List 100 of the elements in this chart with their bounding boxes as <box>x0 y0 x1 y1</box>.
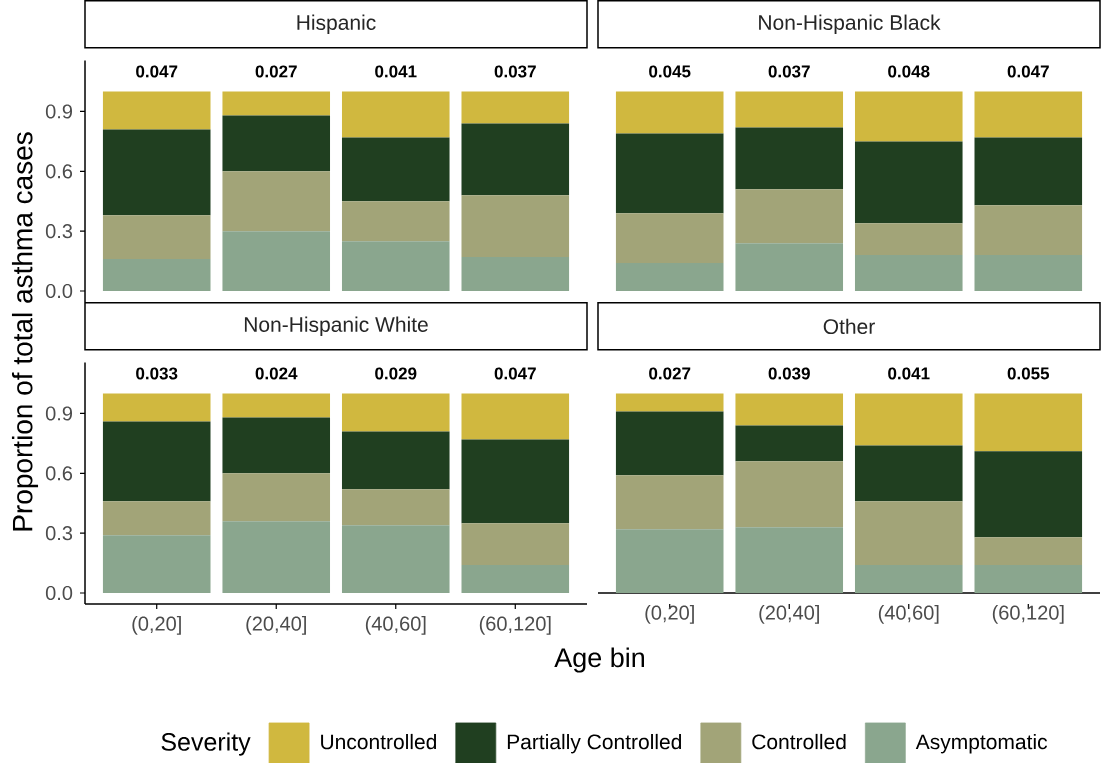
y-tick-label: 0.3 <box>45 526 73 541</box>
bar <box>461 565 570 594</box>
annotation: 0.041 <box>375 65 417 78</box>
bar <box>461 393 570 440</box>
bar <box>222 417 331 474</box>
y-tick-label: 0.9 <box>45 406 73 421</box>
bar <box>102 259 211 292</box>
bar <box>974 451 1083 538</box>
bar <box>854 445 963 502</box>
bar <box>102 393 211 422</box>
bar <box>461 195 570 258</box>
bar <box>461 257 570 292</box>
y-tick-label: 0.9 <box>45 104 73 119</box>
legend-label: Uncontrolled <box>321 733 436 750</box>
x-tick-label: (0,20] <box>645 605 694 624</box>
bar <box>735 461 844 528</box>
bar <box>854 393 963 446</box>
annotation: 0.029 <box>375 367 417 380</box>
y-tick-label: 0.3 <box>45 224 73 239</box>
x-tick-label: (0,20] <box>132 616 181 635</box>
legend-label: Partially Controlled <box>507 733 682 754</box>
x-tick-label: (40,60] <box>878 605 939 624</box>
bar <box>615 263 724 292</box>
bar <box>341 525 450 594</box>
annotation: 0.024 <box>255 367 298 380</box>
bar <box>974 565 1083 594</box>
bar <box>854 501 963 566</box>
bar <box>854 565 963 594</box>
bar <box>461 91 570 124</box>
text: 0.045 <box>649 65 691 78</box>
chart-title: Hispanic <box>297 14 376 35</box>
text: 0.041 <box>888 367 930 380</box>
bar <box>102 129 211 216</box>
bar <box>735 393 844 426</box>
text: 0.039 <box>768 367 810 380</box>
chart-title: Other <box>823 318 875 335</box>
bar <box>854 223 963 256</box>
bar <box>102 91 211 130</box>
x-tick-label: (40,60] <box>365 616 426 635</box>
text: 0.055 <box>1007 367 1050 380</box>
annotation: 0.037 <box>494 65 536 78</box>
bar <box>102 421 211 502</box>
bar <box>735 127 844 190</box>
bar <box>222 171 331 232</box>
bar <box>974 255 1083 292</box>
bar <box>222 393 331 418</box>
bar <box>615 213 724 264</box>
bar <box>854 141 963 224</box>
bar <box>222 521 331 594</box>
bar <box>974 537 1083 566</box>
legend-label: Asymptomatic <box>915 733 1048 754</box>
bar <box>615 91 724 134</box>
y-tick-label: 0.0 <box>45 283 73 299</box>
bar <box>102 215 211 260</box>
bar <box>974 137 1083 206</box>
annotation: 0.027 <box>255 65 297 78</box>
bar <box>222 115 331 172</box>
text: 0.027 <box>649 367 691 380</box>
x-tick-label: (60,120] <box>992 605 1064 624</box>
bar <box>735 425 844 462</box>
bar <box>735 527 844 594</box>
text: 0.047 <box>1007 65 1049 78</box>
legend-label: Controlled <box>752 733 846 750</box>
x-axis-title: Age bin <box>554 647 644 673</box>
bar <box>615 411 724 476</box>
chart-title: Non-Hispanic Black <box>759 14 941 35</box>
bar <box>222 473 331 522</box>
bar <box>615 393 724 412</box>
y-axis-title: Proportion of total asthma cases <box>11 132 39 531</box>
bar <box>974 393 1083 452</box>
y-tick-label: 0.6 <box>45 466 73 481</box>
bar <box>735 91 844 128</box>
bar <box>102 501 211 536</box>
bar <box>461 523 570 566</box>
bar <box>341 241 450 292</box>
bar <box>615 133 724 214</box>
y-tick-label: 0.0 <box>45 585 73 601</box>
y-tick-label: 0.6 <box>45 164 73 179</box>
bar <box>974 205 1083 256</box>
bar <box>341 137 450 202</box>
chart-title: Non-Hispanic White <box>244 316 428 337</box>
text: 0.037 <box>768 65 810 78</box>
bar <box>615 529 724 594</box>
text: 0.048 <box>888 65 930 78</box>
bar <box>735 189 844 244</box>
bar <box>461 439 570 524</box>
bar <box>222 91 331 116</box>
bar <box>461 123 570 196</box>
bar <box>341 489 450 526</box>
annotation: 0.047 <box>494 367 536 380</box>
bar <box>735 243 844 292</box>
annotation: 0.033 <box>136 367 178 380</box>
bar <box>341 201 450 242</box>
bar <box>615 475 724 530</box>
x-tick-label: (20,40] <box>246 616 306 635</box>
bar <box>854 255 963 292</box>
annotation: 0.047 <box>136 65 178 78</box>
bar <box>341 431 450 490</box>
bar <box>222 231 331 292</box>
x-tick-label: (60,120] <box>479 616 551 635</box>
